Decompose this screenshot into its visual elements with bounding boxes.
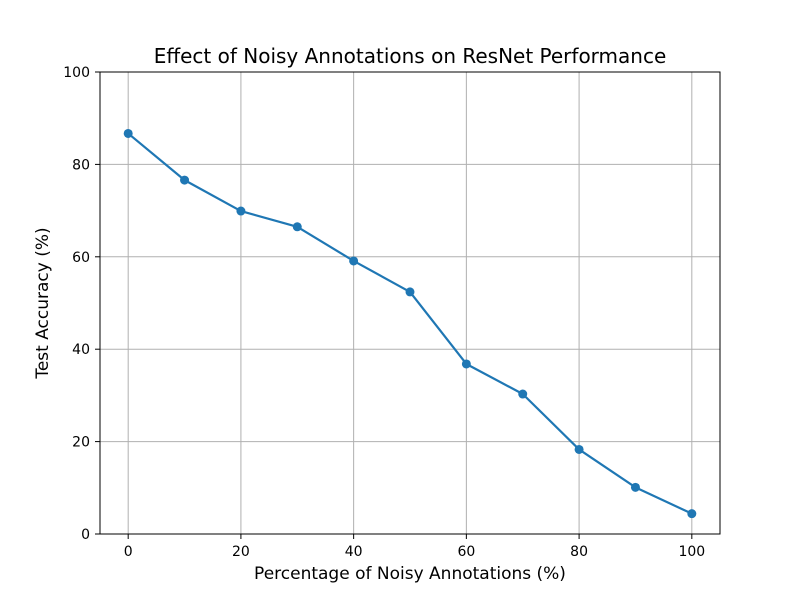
y-tick-label: 80: [72, 157, 90, 173]
data-point: [292, 222, 302, 232]
data-point: [349, 256, 359, 266]
x-tick-label: 20: [232, 544, 250, 560]
data-point: [518, 389, 528, 399]
x-axis-label: Percentage of Noisy Annotations (%): [254, 564, 566, 584]
x-tick-label: 60: [457, 544, 475, 560]
y-tick-label: 40: [72, 342, 90, 358]
data-point: [687, 509, 697, 519]
plot-frame: [99, 71, 721, 535]
y-axis-label: Test Accuracy (%): [33, 227, 53, 379]
ticks: 0 20 40 60 80 100 0 20 40 60 80 100: [63, 65, 705, 560]
data-point: [180, 175, 190, 185]
chart-title: Effect of Noisy Annotations on ResNet Pe…: [154, 44, 667, 68]
data-point: [574, 444, 584, 454]
x-tick-label: 80: [570, 544, 588, 560]
data-point: [630, 482, 640, 492]
grid: [100, 71, 720, 535]
data-point: [461, 359, 471, 369]
y-tick-label: 60: [72, 250, 90, 266]
data-point: [236, 206, 246, 216]
x-tick-label: 40: [345, 544, 363, 560]
data-point: [405, 287, 415, 297]
y-tick-label: 100: [63, 65, 90, 81]
x-tick-label: 100: [678, 544, 705, 560]
series-layer: [123, 128, 697, 519]
y-tick-label: 20: [72, 435, 90, 451]
y-tick-label: 0: [81, 527, 90, 543]
x-tick-label: 0: [124, 544, 133, 560]
data-point: [123, 128, 133, 138]
series-line: [127, 132, 693, 515]
